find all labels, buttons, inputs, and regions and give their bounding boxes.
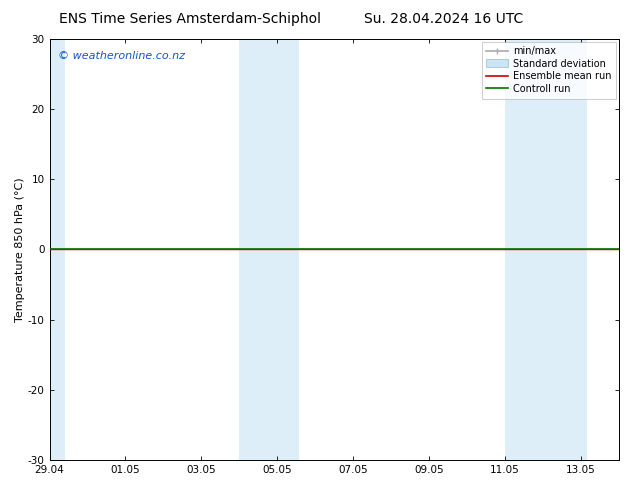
Text: © weatheronline.co.nz: © weatheronline.co.nz [58, 51, 185, 61]
Bar [240, 39, 299, 460]
Bar [505, 39, 588, 460]
Y-axis label: Temperature 850 hPa (°C): Temperature 850 hPa (°C) [15, 177, 25, 321]
Text: ENS Time Series Amsterdam-Schiphol: ENS Time Series Amsterdam-Schiphol [59, 12, 321, 26]
Text: Su. 28.04.2024 16 UTC: Su. 28.04.2024 16 UTC [364, 12, 524, 26]
Bar [49, 39, 65, 460]
Legend: min/max, Standard deviation, Ensemble mean run, Controll run: min/max, Standard deviation, Ensemble me… [482, 42, 616, 98]
